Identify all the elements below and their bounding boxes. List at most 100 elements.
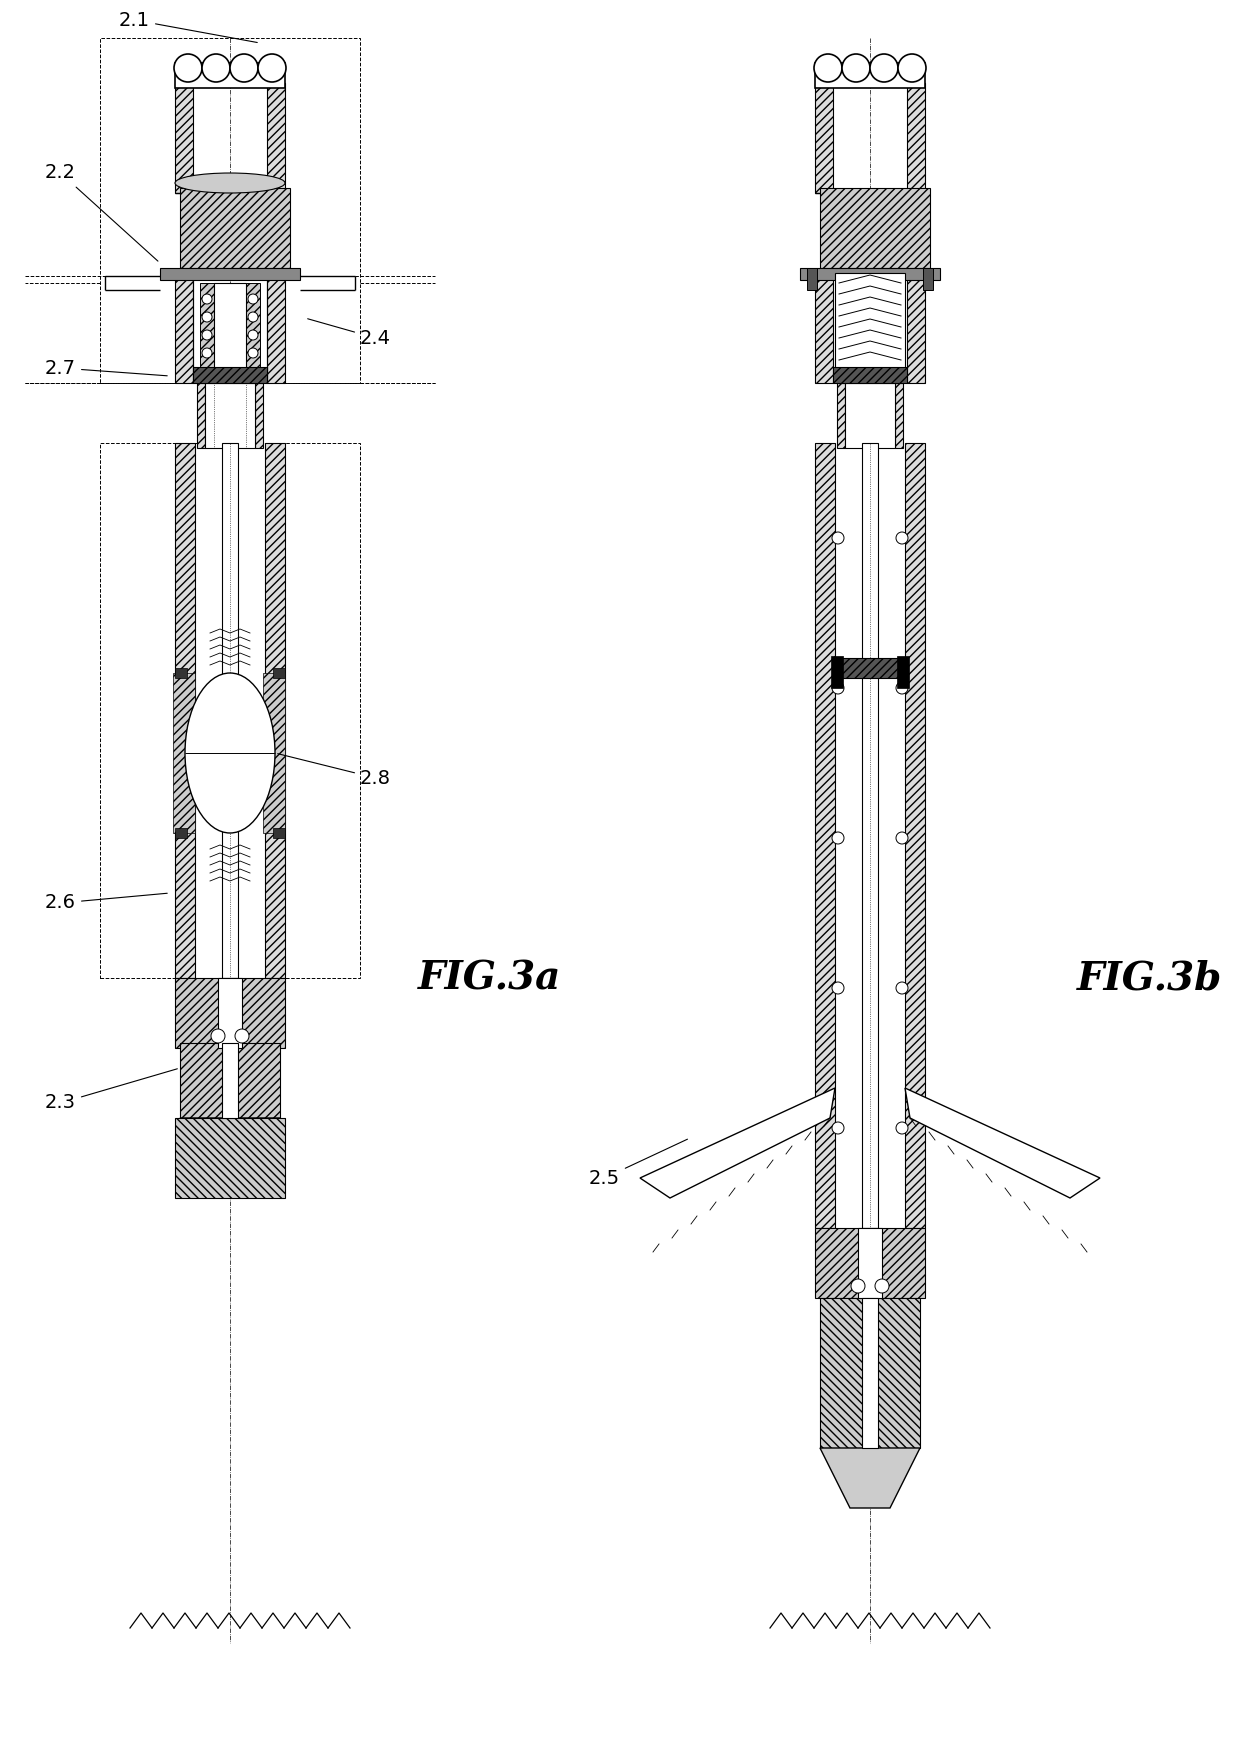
Bar (815, 83, 833, 193)
Bar (215, 283, 246, 368)
Bar (218, 978, 242, 1048)
Circle shape (248, 330, 258, 341)
Bar (160, 268, 300, 280)
Bar (180, 1118, 280, 1178)
Bar (820, 188, 930, 268)
Text: 2.4: 2.4 (308, 318, 391, 348)
Circle shape (202, 313, 212, 322)
Bar (180, 1043, 280, 1118)
Ellipse shape (813, 54, 842, 82)
Bar (815, 275, 833, 382)
Bar (100, 443, 360, 978)
Bar (862, 443, 878, 1229)
Ellipse shape (258, 54, 286, 82)
Circle shape (851, 1279, 866, 1293)
Bar (267, 83, 285, 193)
Text: 2.8: 2.8 (278, 754, 391, 787)
Bar (895, 382, 903, 448)
Bar (906, 83, 925, 193)
Ellipse shape (842, 54, 870, 82)
Bar (246, 283, 260, 368)
Text: 2.7: 2.7 (45, 358, 167, 377)
Bar (815, 443, 835, 1229)
Bar (175, 827, 187, 838)
Bar (815, 1229, 925, 1298)
Polygon shape (905, 1088, 1100, 1197)
Circle shape (832, 1123, 844, 1133)
Bar (833, 659, 906, 678)
Circle shape (832, 982, 844, 994)
Circle shape (202, 294, 212, 304)
Polygon shape (640, 1088, 835, 1197)
Text: 2.3: 2.3 (45, 1069, 177, 1112)
Ellipse shape (174, 54, 202, 82)
Polygon shape (820, 1448, 920, 1509)
Bar (273, 827, 285, 838)
Text: 2.1: 2.1 (119, 10, 257, 42)
Bar (897, 655, 909, 688)
Bar (833, 367, 906, 382)
Bar (255, 382, 263, 448)
Circle shape (897, 1123, 908, 1133)
Bar (180, 188, 290, 268)
Ellipse shape (175, 174, 285, 193)
Text: 2.6: 2.6 (45, 893, 167, 912)
Polygon shape (180, 1118, 280, 1178)
Ellipse shape (898, 54, 926, 82)
Bar (273, 667, 285, 678)
Circle shape (211, 1029, 224, 1043)
Bar (862, 1298, 878, 1448)
Bar (174, 673, 195, 833)
Circle shape (202, 330, 212, 341)
Text: 2.5: 2.5 (589, 1138, 687, 1187)
Bar (807, 268, 817, 290)
Bar (265, 443, 285, 978)
Circle shape (248, 294, 258, 304)
Circle shape (248, 313, 258, 322)
Circle shape (236, 1029, 249, 1043)
Bar (837, 382, 844, 448)
Bar (175, 667, 187, 678)
Bar (200, 283, 215, 368)
Circle shape (248, 348, 258, 358)
Ellipse shape (202, 54, 229, 82)
Ellipse shape (185, 673, 275, 833)
Circle shape (897, 833, 908, 845)
Bar (100, 38, 360, 382)
Ellipse shape (870, 54, 898, 82)
Bar (800, 268, 940, 280)
Bar (197, 382, 205, 448)
Bar (175, 443, 195, 978)
Bar (831, 655, 843, 688)
Bar (175, 275, 193, 382)
Bar (175, 63, 285, 89)
Circle shape (897, 982, 908, 994)
Bar (193, 367, 267, 382)
Ellipse shape (229, 54, 258, 82)
Circle shape (832, 681, 844, 693)
Bar (175, 83, 193, 193)
Text: FIG.3a: FIG.3a (418, 959, 562, 998)
Bar (844, 382, 895, 448)
Text: 2.2: 2.2 (45, 163, 157, 261)
Circle shape (897, 681, 908, 693)
Bar (205, 382, 255, 448)
Circle shape (832, 532, 844, 544)
Bar (222, 443, 238, 978)
Bar (263, 673, 285, 833)
Circle shape (832, 833, 844, 845)
Bar (175, 978, 285, 1048)
Bar (267, 275, 285, 382)
Bar (858, 1229, 882, 1298)
Bar (906, 275, 925, 382)
Text: FIG.3b: FIG.3b (1078, 959, 1223, 998)
Bar (175, 1118, 285, 1197)
Bar (923, 268, 932, 290)
Bar (820, 1298, 920, 1448)
Bar (815, 63, 925, 89)
Circle shape (897, 532, 908, 544)
Bar (905, 443, 925, 1229)
Bar (835, 273, 905, 368)
Circle shape (875, 1279, 889, 1293)
Circle shape (202, 348, 212, 358)
